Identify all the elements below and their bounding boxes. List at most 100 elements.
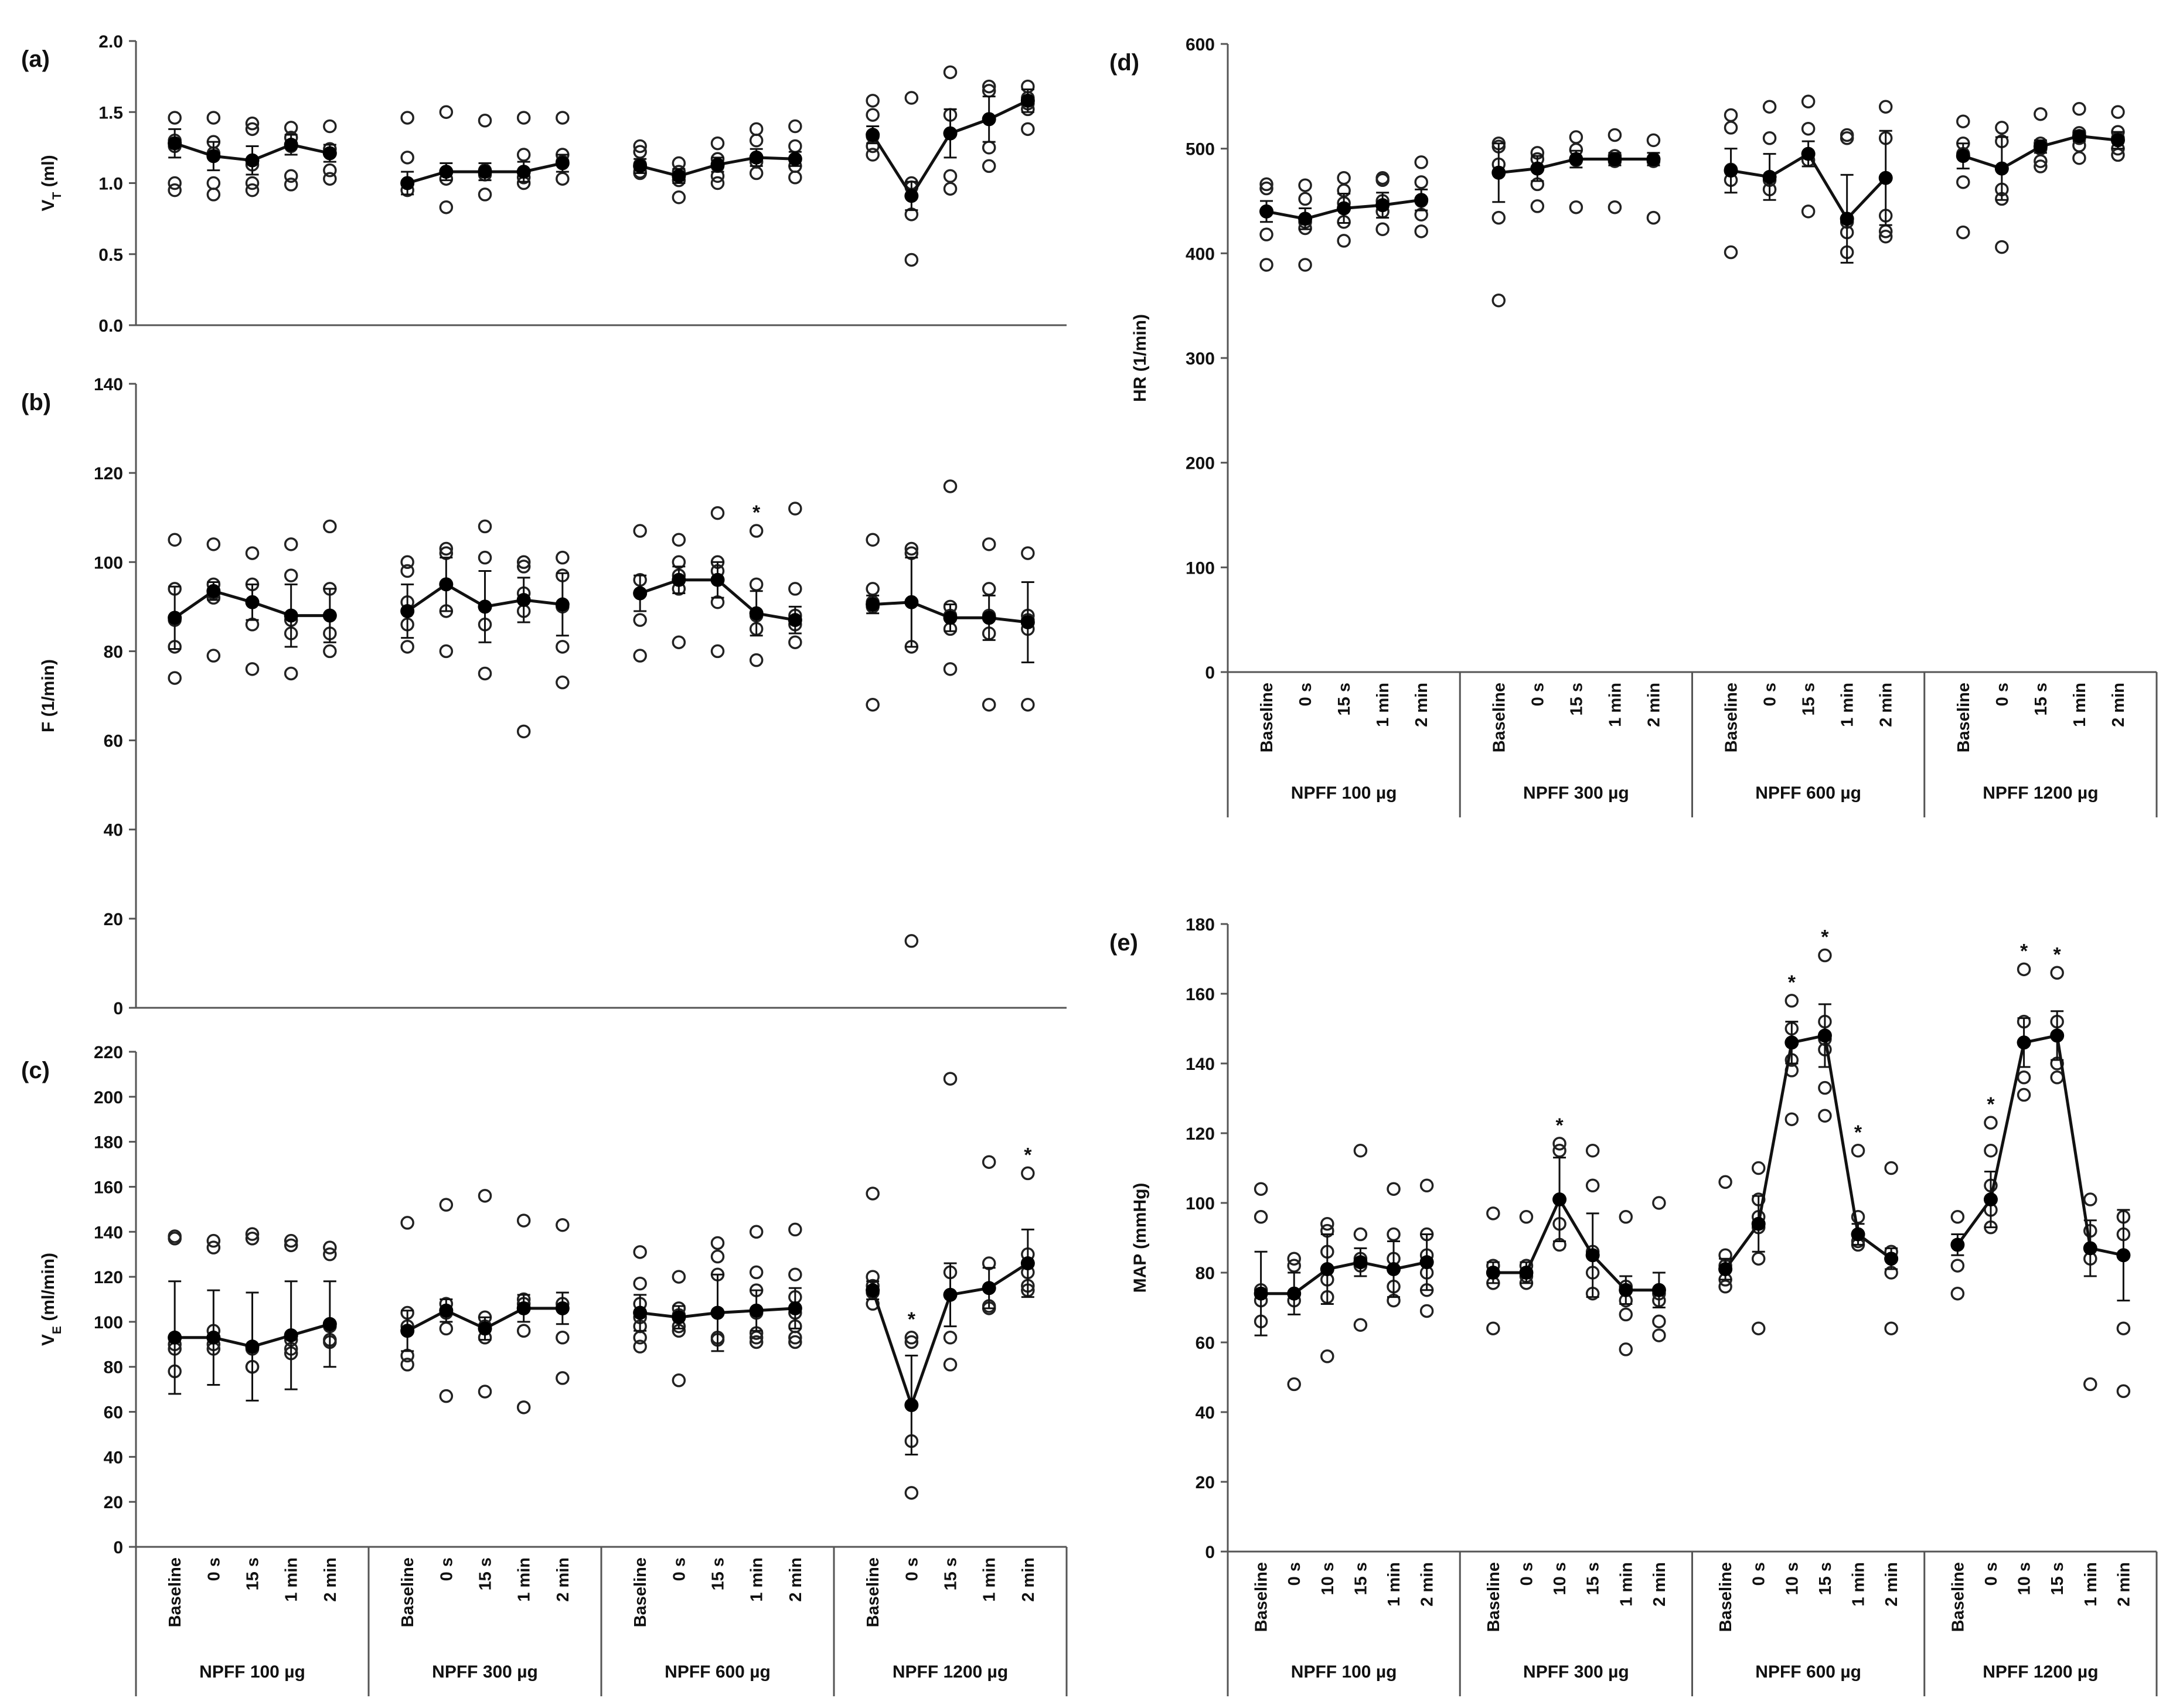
- x-tick-label: Baseline: [1949, 1562, 1967, 1632]
- individual-point: [788, 171, 802, 185]
- individual-point: [556, 1371, 570, 1385]
- x-tick-label: 0 s: [1750, 1562, 1769, 1586]
- x-tick-label: 2 min: [1882, 1562, 1901, 1607]
- individual-point: [866, 533, 880, 547]
- mean-point: [400, 1324, 415, 1338]
- y-tick-label: 0: [1205, 1543, 1215, 1562]
- individual-point: [633, 649, 647, 663]
- individual-point: [2111, 105, 2125, 119]
- mean-point: [904, 595, 919, 609]
- x-tick-label: 0 s: [902, 1557, 921, 1581]
- x-tick-label: Baseline: [166, 1557, 185, 1627]
- individual-point: [1884, 1321, 1898, 1335]
- individual-point: [323, 163, 337, 178]
- group-label: NPFF 100 µg: [1291, 783, 1397, 803]
- significance-marker: *: [2020, 940, 2028, 962]
- x-tick-label: 10 s: [1319, 1562, 1337, 1595]
- individual-point: [516, 560, 531, 574]
- panel-label: (c): [21, 1058, 50, 1083]
- mean-line: [1956, 1034, 2124, 1257]
- individual-point: [943, 65, 958, 80]
- individual-point: [1619, 1342, 1633, 1356]
- mean-point: [749, 1303, 764, 1318]
- mean-point: [516, 592, 531, 607]
- mean-point: [206, 584, 221, 598]
- individual-point: [788, 582, 802, 596]
- individual-point: [633, 613, 647, 627]
- x-tick-label: Baseline: [1490, 683, 1508, 752]
- mean-point: [2050, 1028, 2065, 1043]
- x-tick-label: 1 min: [748, 1557, 767, 1602]
- x-tick-label: 10 s: [1783, 1562, 1801, 1595]
- individual-point: [710, 176, 725, 190]
- x-tick-label: 15 s: [1335, 683, 1354, 715]
- y-tick-label: 160: [94, 1178, 123, 1197]
- individual-point: [1724, 121, 1738, 135]
- individual-point: [1956, 175, 1970, 189]
- individual-point: [206, 1240, 221, 1254]
- individual-point: [749, 1335, 764, 1349]
- individual-point: [1021, 697, 1035, 712]
- individual-point: [943, 182, 958, 196]
- x-tick-label: 2 min: [1412, 683, 1431, 727]
- individual-point: [556, 640, 570, 654]
- mean-point: [1569, 152, 1583, 166]
- y-tick-label: 80: [104, 642, 123, 662]
- individual-point: [904, 1486, 919, 1500]
- individual-point: [400, 1358, 414, 1372]
- y-axis-title-main: MAP (mmHg): [1130, 1183, 1150, 1293]
- x-tick-label: 15 s: [1800, 683, 1818, 715]
- individual-point: [749, 577, 764, 592]
- individual-point: [1353, 1227, 1368, 1242]
- individual-point: [206, 187, 221, 202]
- x-tick-label: 0 s: [670, 1557, 689, 1581]
- individual-point: [982, 582, 996, 596]
- individual-point: [168, 111, 182, 125]
- individual-point: [1414, 224, 1428, 238]
- individual-point: [1818, 948, 1832, 963]
- y-axis-title-unit: (ml/min): [39, 1253, 58, 1326]
- y-tick-label: 100: [94, 1313, 123, 1332]
- individual-point: [672, 190, 686, 204]
- mean-line: [1493, 1196, 1659, 1292]
- x-tick-label: 0 s: [437, 1557, 456, 1581]
- mean-point: [555, 597, 570, 612]
- group-label: NPFF 300 µg: [1523, 1662, 1629, 1682]
- y-tick-label: 60: [104, 732, 123, 751]
- significance-marker: *: [1854, 1121, 1862, 1144]
- mean-point: [284, 138, 298, 152]
- y-axis-title-main: V: [39, 1334, 58, 1346]
- mean-point: [439, 165, 454, 179]
- individual-point: [672, 635, 686, 649]
- y-tick-label: 0.0: [98, 316, 123, 336]
- y-axis-title-subscript: E: [50, 1326, 64, 1334]
- group-label: NPFF 1200 µg: [1983, 1662, 2098, 1682]
- y-tick-label: 220: [94, 1043, 123, 1062]
- individual-point: [1021, 1166, 1035, 1181]
- individual-point: [168, 533, 182, 547]
- individual-point: [245, 546, 260, 560]
- individual-point: [245, 116, 260, 131]
- individual-point: [904, 934, 919, 948]
- individual-point: [710, 1236, 725, 1250]
- mean-point: [2072, 129, 2086, 144]
- individual-point: [1751, 1252, 1766, 1266]
- mean-point: [1884, 1252, 1899, 1266]
- individual-point: [1818, 1109, 1832, 1123]
- individual-point: [633, 145, 647, 159]
- y-tick-label: 140: [94, 375, 123, 394]
- individual-point: [1552, 1137, 1566, 1151]
- individual-point: [1298, 192, 1312, 206]
- y-tick-label: 300: [1186, 349, 1215, 369]
- individual-point: [206, 111, 221, 125]
- individual-point: [1021, 122, 1035, 137]
- individual-point: [749, 1225, 764, 1239]
- individual-point: [904, 1335, 919, 1349]
- mean-point: [516, 1301, 531, 1315]
- individual-point: [1950, 1210, 1965, 1224]
- x-tick-label: 1 min: [515, 1557, 534, 1602]
- individual-point: [1851, 1144, 1865, 1158]
- mean-point: [1254, 1286, 1268, 1301]
- y-tick-label: 100: [1186, 1194, 1215, 1213]
- mean-point: [788, 152, 802, 166]
